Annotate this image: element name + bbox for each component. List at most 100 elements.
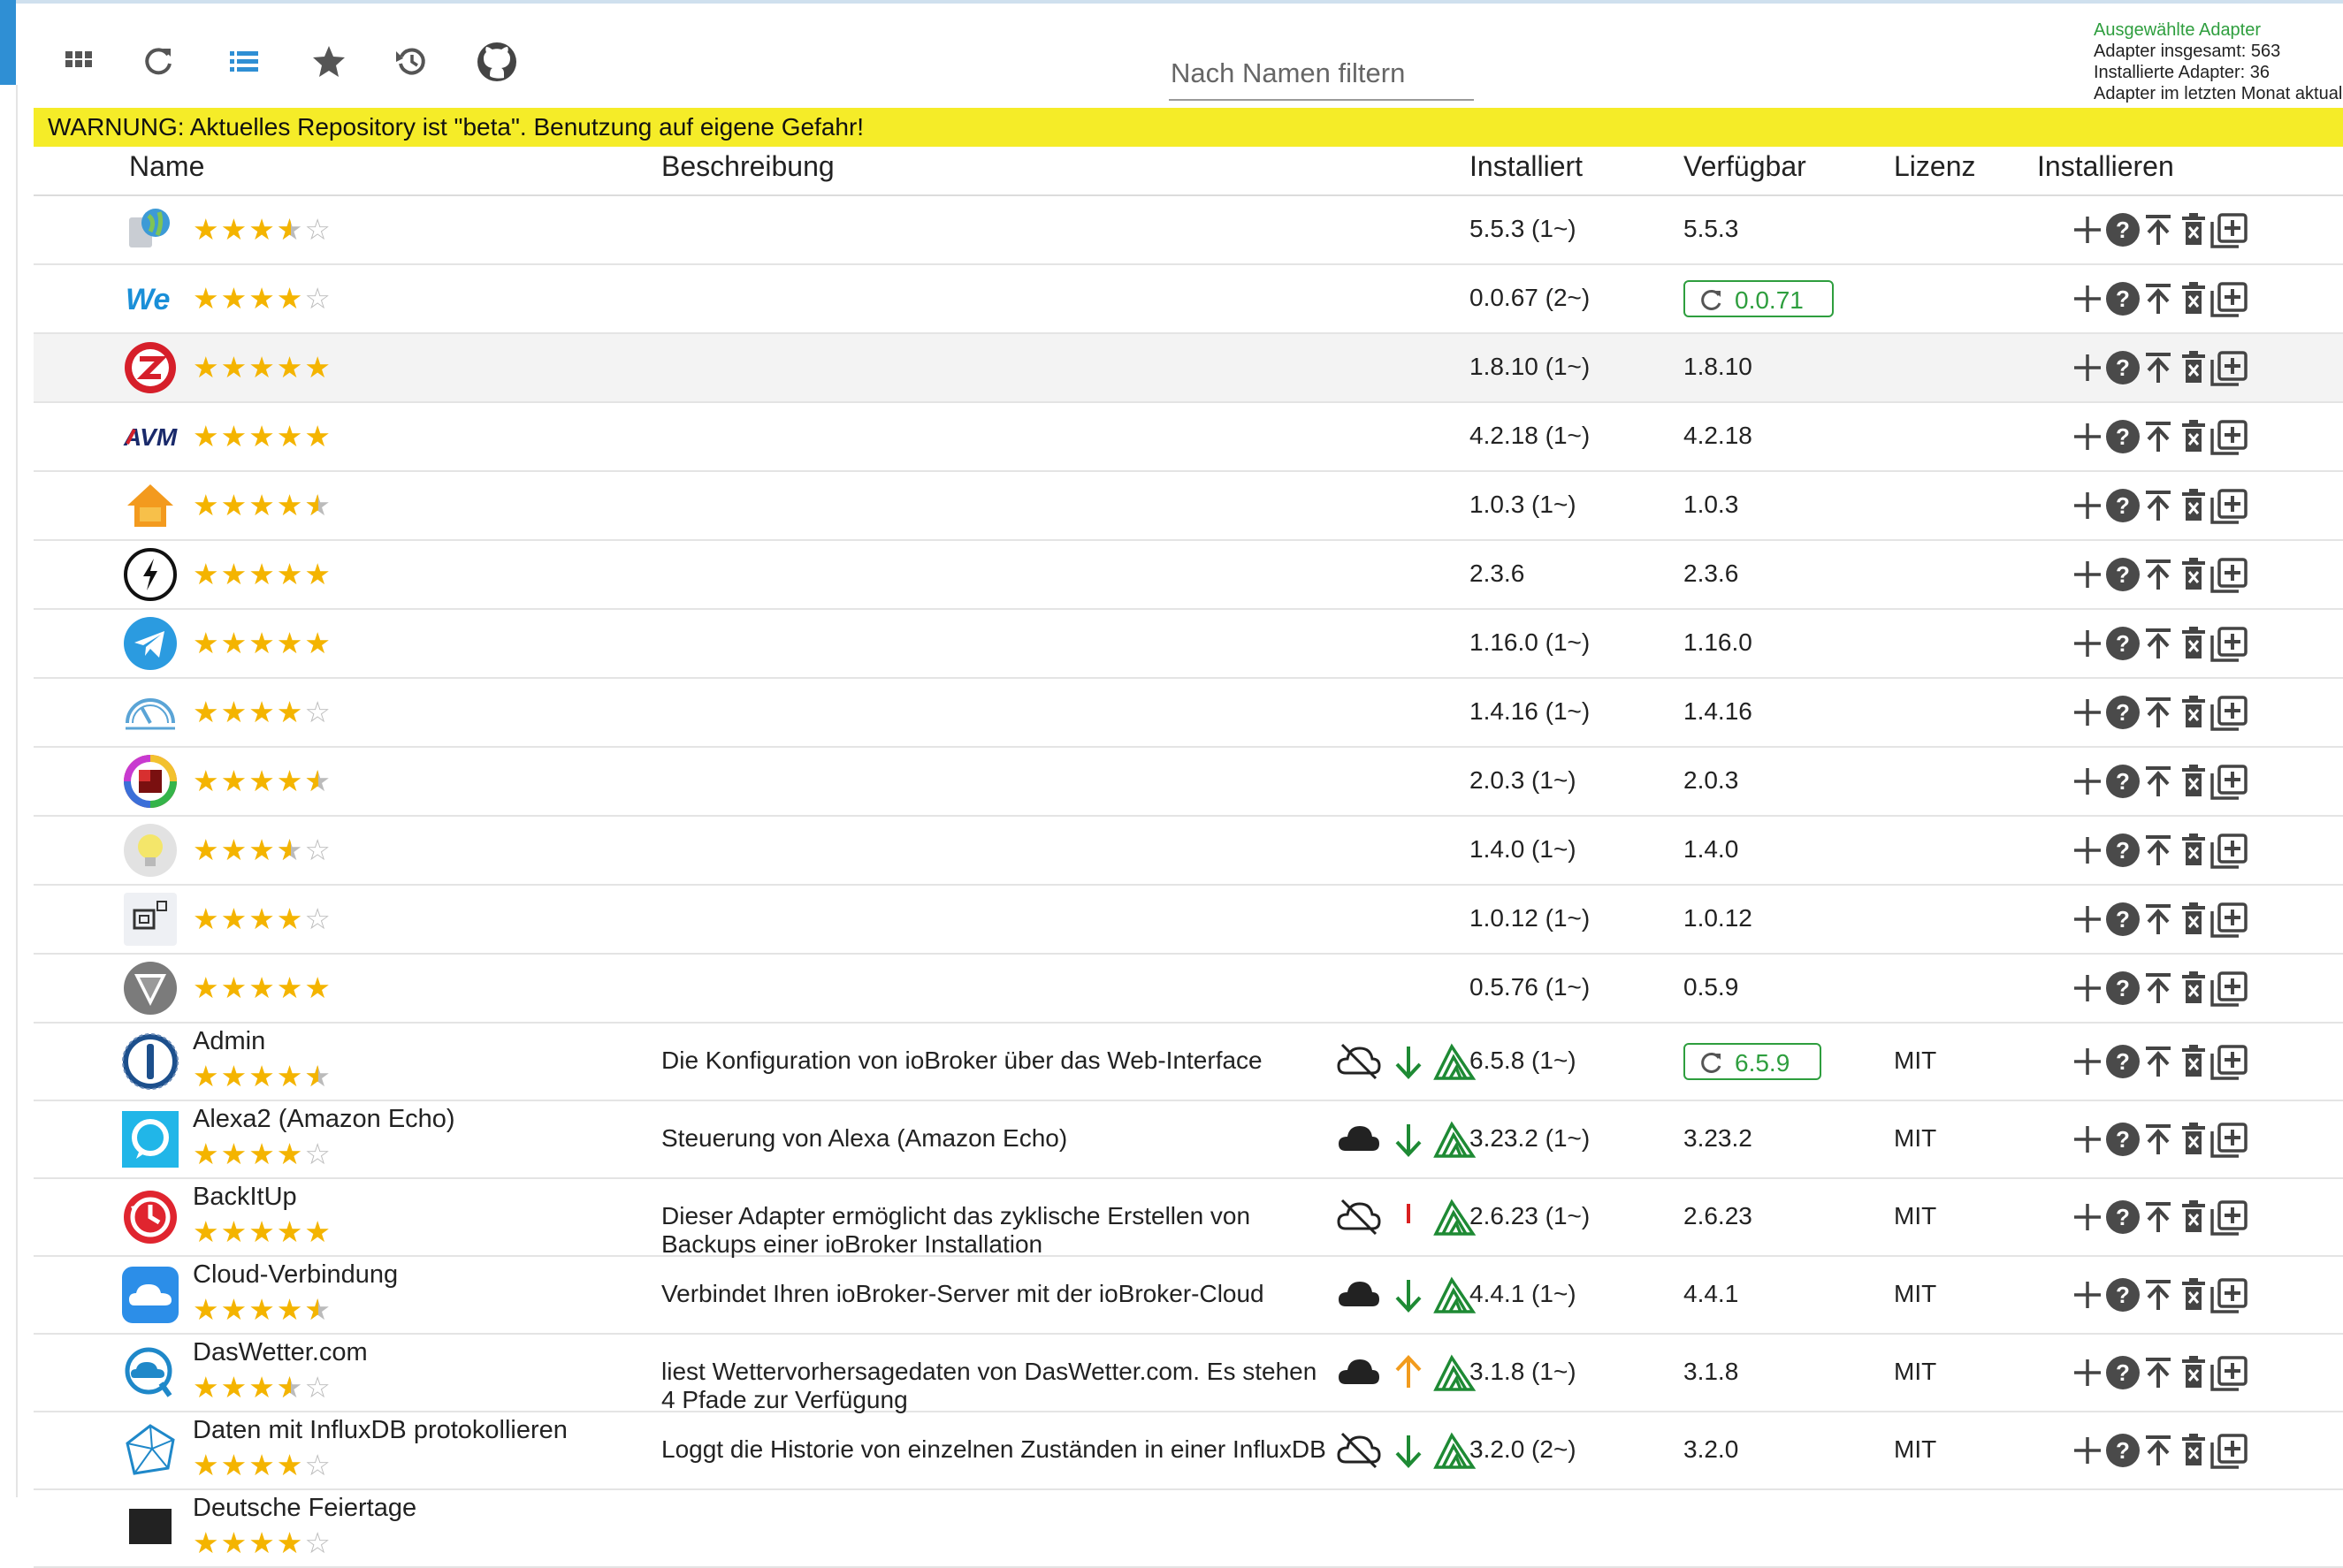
table-row[interactable]: ★★★★☆1.4.0 (1~)1.4.0? <box>34 817 2343 886</box>
upload-button[interactable] <box>2138 968 2179 1009</box>
adapter-rating[interactable]: ★★★★☆ <box>193 281 332 316</box>
add-copy-button[interactable] <box>2209 1352 2249 1393</box>
add-instance-button[interactable] <box>2067 899 2108 940</box>
adapter-rating[interactable]: ★★★★★ <box>193 419 332 453</box>
delete-button[interactable] <box>2173 347 2214 388</box>
add-instance-button[interactable] <box>2067 830 2108 871</box>
help-button[interactable]: ? <box>2103 1119 2143 1160</box>
table-row[interactable]: ★★★★☆ 1.0.12 (1~) 1.0.12? <box>34 886 2343 955</box>
help-button[interactable]: ? <box>2103 278 2143 319</box>
adapter-rating[interactable]: ★★★★☆ <box>193 1370 332 1404</box>
upload-button[interactable] <box>2138 485 2179 526</box>
add-instance-button[interactable] <box>2067 1352 2108 1393</box>
add-copy-button[interactable] <box>2209 554 2249 595</box>
adapter-rating[interactable]: ★★★★☆ <box>193 833 332 867</box>
add-copy-button[interactable] <box>2209 485 2249 526</box>
header-name[interactable]: Name <box>129 150 205 182</box>
favorites-button[interactable] <box>304 37 354 87</box>
adapter-rating[interactable]: ★★★★☆ <box>193 1448 332 1482</box>
table-row[interactable]: AVM ★★★★★ 4.2.18 (1~) 4.2.18? <box>34 403 2343 472</box>
add-instance-button[interactable] <box>2067 1197 2108 1237</box>
help-button[interactable]: ? <box>2103 623 2143 664</box>
upload-button[interactable] <box>2138 1197 2179 1237</box>
add-copy-button[interactable] <box>2209 692 2249 733</box>
adapter-rating[interactable]: ★★★★★ <box>193 1214 332 1249</box>
add-instance-button[interactable] <box>2067 1430 2108 1471</box>
help-button[interactable]: ? <box>2103 830 2143 871</box>
table-row[interactable]: Deutsche Feiertage ★★★★☆ <box>34 1490 2343 1568</box>
table-row[interactable]: ★★★★☆ 1.4.16 (1~) 1.4.16? <box>34 679 2343 748</box>
add-instance-button[interactable] <box>2067 1275 2108 1315</box>
delete-button[interactable] <box>2173 692 2214 733</box>
delete-button[interactable] <box>2173 968 2214 1009</box>
delete-button[interactable] <box>2173 554 2214 595</box>
add-copy-button[interactable] <box>2209 347 2249 388</box>
table-row[interactable]: ★★★★★1.0.3 (1~)1.0.3? <box>34 472 2343 541</box>
table-row[interactable]: DasWetter.com★★★★☆liest Wettervorhersage… <box>34 1335 2343 1413</box>
add-copy-button[interactable] <box>2209 968 2249 1009</box>
help-button[interactable]: ? <box>2103 899 2143 940</box>
add-copy-button[interactable] <box>2209 1430 2249 1471</box>
upload-button[interactable] <box>2138 278 2179 319</box>
add-instance-button[interactable] <box>2067 554 2108 595</box>
delete-button[interactable] <box>2173 416 2214 457</box>
add-instance-button[interactable] <box>2067 623 2108 664</box>
table-row[interactable]: BackItUp ★★★★★ Dieser Adapter ermöglicht d… <box>34 1179 2343 1258</box>
update-button[interactable]: 6.5.9 <box>1683 1043 1821 1080</box>
add-instance-button[interactable] <box>2067 1119 2108 1160</box>
upload-button[interactable] <box>2138 830 2179 871</box>
help-button[interactable]: ? <box>2103 1430 2143 1471</box>
tiles-view-button[interactable] <box>55 37 104 87</box>
table-row[interactable]: ★★★★★2.0.3 (1~)2.0.3? <box>34 748 2343 817</box>
update-button[interactable]: 0.0.71 <box>1683 280 1834 317</box>
delete-button[interactable] <box>2173 1119 2214 1160</box>
add-copy-button[interactable] <box>2209 899 2249 940</box>
add-instance-button[interactable] <box>2067 1041 2108 1082</box>
update-check-button[interactable] <box>387 37 437 87</box>
upload-button[interactable] <box>2138 209 2179 250</box>
upload-button[interactable] <box>2138 554 2179 595</box>
add-copy-button[interactable] <box>2209 1197 2249 1237</box>
upload-button[interactable] <box>2138 1352 2179 1393</box>
adapter-rating[interactable]: ★★★★★ <box>193 350 332 384</box>
help-button[interactable]: ? <box>2103 416 2143 457</box>
add-instance-button[interactable] <box>2067 485 2108 526</box>
delete-button[interactable] <box>2173 830 2214 871</box>
help-button[interactable]: ? <box>2103 485 2143 526</box>
list-view-button[interactable] <box>219 37 269 87</box>
table-row[interactable]: ★★★★★ 0.5.76 (1~) 0.5.9? <box>34 955 2343 1024</box>
adapter-rating[interactable]: ★★★★☆ <box>193 1137 332 1171</box>
upload-button[interactable] <box>2138 623 2179 664</box>
adapter-rating[interactable]: ★★★★☆ <box>193 212 332 247</box>
upload-button[interactable] <box>2138 692 2179 733</box>
adapter-rating[interactable]: ★★★★★ <box>193 488 332 522</box>
help-button[interactable]: ? <box>2103 209 2143 250</box>
add-instance-button[interactable] <box>2067 278 2108 319</box>
table-row[interactable]: Admin★★★★★Die Konfiguration von ioBroker… <box>34 1024 2343 1101</box>
add-copy-button[interactable] <box>2209 1275 2249 1315</box>
add-copy-button[interactable] <box>2209 416 2249 457</box>
help-button[interactable]: ? <box>2103 692 2143 733</box>
delete-button[interactable] <box>2173 623 2214 664</box>
adapter-rating[interactable]: ★★★★☆ <box>193 1526 332 1560</box>
table-row[interactable]: ★★★★★ 1.8.10 (1~) 1.8.10? <box>34 334 2343 403</box>
help-button[interactable]: ? <box>2103 968 2143 1009</box>
adapter-rating[interactable]: ★★★★★ <box>193 1059 332 1093</box>
add-instance-button[interactable] <box>2067 692 2108 733</box>
adapter-rating[interactable]: ★★★★★ <box>193 557 332 591</box>
help-button[interactable]: ? <box>2103 1197 2143 1237</box>
delete-button[interactable] <box>2173 278 2214 319</box>
adapter-rating[interactable]: ★★★★★ <box>193 1292 332 1327</box>
table-row[interactable]: Daten mit InfluxDB protokollieren ★★★★☆ Lo… <box>34 1412 2343 1490</box>
add-copy-button[interactable] <box>2209 1041 2249 1082</box>
delete-button[interactable] <box>2173 1352 2214 1393</box>
delete-button[interactable] <box>2173 485 2214 526</box>
table-row[interactable]: ★★★★★ 2.3.6 2.3.6? <box>34 541 2343 610</box>
table-row[interactable]: ★★★★☆5.5.3 (1~)5.5.3? <box>34 196 2343 265</box>
adapter-rating[interactable]: ★★★★☆ <box>193 902 332 936</box>
refresh-button[interactable] <box>134 37 184 87</box>
delete-button[interactable] <box>2173 1197 2214 1237</box>
help-button[interactable]: ? <box>2103 1352 2143 1393</box>
upload-button[interactable] <box>2138 1041 2179 1082</box>
adapter-rating[interactable]: ★★★★☆ <box>193 695 332 729</box>
